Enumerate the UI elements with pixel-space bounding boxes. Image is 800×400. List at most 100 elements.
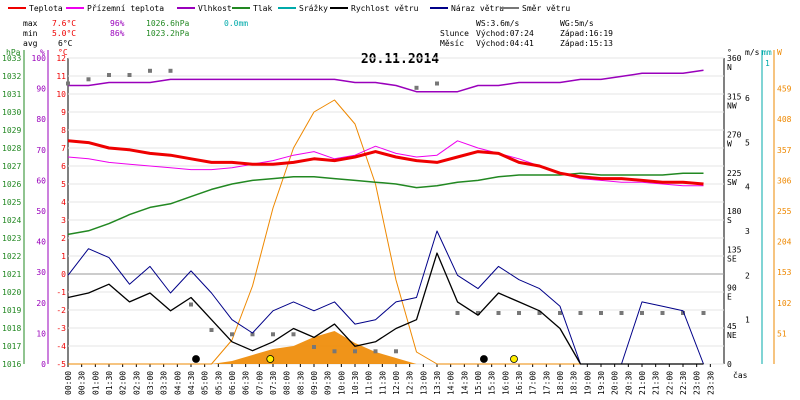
time-tick-13:30: 13:30 xyxy=(433,371,442,395)
temp-tick-10: 10 xyxy=(56,90,66,99)
wind-dir-point-10 xyxy=(271,332,275,337)
pct-tick-90: 90 xyxy=(36,85,46,94)
time-tick-21:30: 21:30 xyxy=(652,371,661,395)
time-tick-02:30: 02:30 xyxy=(132,371,141,395)
time-tick-06:30: 06:30 xyxy=(242,371,251,395)
stats-max-label: max xyxy=(23,19,38,28)
series-ground-temp-line xyxy=(67,140,704,187)
dir-label-N: N xyxy=(727,63,732,72)
time-tick-10:30: 10:30 xyxy=(351,371,360,395)
info-wg: WG:5m/s xyxy=(560,19,594,28)
dir-label-W: W xyxy=(727,140,732,149)
info-sun-rise: Východ:07:24 xyxy=(476,29,534,38)
stats-avg-label: avg xyxy=(23,39,38,48)
pct-tick-100: 100 xyxy=(32,54,47,63)
temp-tick-12: 12 xyxy=(56,54,66,63)
pct-tick-80: 80 xyxy=(36,115,46,124)
legend-label-1: Přízemní teplota xyxy=(87,4,164,13)
time-tick-05:30: 05:30 xyxy=(214,371,223,395)
pct-tick-10: 10 xyxy=(36,329,46,338)
ms-tick-2: 2 xyxy=(745,271,750,280)
time-tick-09:30: 09:30 xyxy=(324,371,333,395)
hpa-tick-1032: 1032 xyxy=(2,72,21,81)
time-tick-18:30: 18:30 xyxy=(570,371,579,395)
series-temperature-line xyxy=(67,139,704,186)
wind-dir-point-24 xyxy=(558,311,562,315)
mm-top-tick: 1 xyxy=(765,59,770,68)
hpa-tick-1022: 1022 xyxy=(2,252,21,261)
dir-tick-360: 360 xyxy=(727,54,742,63)
time-tick-07:30: 07:30 xyxy=(269,371,278,395)
wind-dir-point-9 xyxy=(250,332,255,337)
legend-label-7: Směr větru xyxy=(522,4,570,13)
plot-area xyxy=(66,68,706,365)
ms-unit: m/s xyxy=(745,48,760,57)
time-tick-15:00: 15:00 xyxy=(474,371,483,395)
time-tick-05:00: 05:00 xyxy=(201,371,210,395)
wind-dir-point-7 xyxy=(209,328,214,332)
time-tick-21:00: 21:00 xyxy=(638,371,647,395)
wind-dir-point-21 xyxy=(496,311,501,315)
time-tick-20:30: 20:30 xyxy=(624,371,633,395)
time-tick-16:00: 16:00 xyxy=(501,371,510,395)
dir-label-SW: SW xyxy=(727,178,737,187)
time-tick-10:00: 10:00 xyxy=(337,371,346,395)
legend-label-2: Vlhkost xyxy=(198,4,232,13)
time-tick-00:00: 00:00 xyxy=(64,371,73,395)
temp-tick-3: 3 xyxy=(61,216,66,225)
wind-dir-point-26 xyxy=(599,311,603,315)
time-tick-12:30: 12:30 xyxy=(406,371,415,395)
wind-dir-point-29 xyxy=(660,311,665,315)
hpa-tick-1018: 1018 xyxy=(2,324,21,333)
legend: Teplota Přízemní teplota Vlhkost Tlak Srážky… xyxy=(8,4,570,13)
ms-tick-1: 1 xyxy=(745,316,750,325)
wm2-tick-153: 153 xyxy=(777,268,792,277)
hpa-tick-1027: 1027 xyxy=(2,162,21,171)
dir-label-NW: NW xyxy=(727,101,737,110)
hpa-tick-1016: 1016 xyxy=(2,360,21,369)
dir-label-E: E xyxy=(727,293,732,302)
wind-dir-point-0 xyxy=(66,81,70,86)
pct-unit: % xyxy=(40,48,45,57)
time-tick-14:30: 14:30 xyxy=(460,371,469,395)
legend-label-0: Teplota xyxy=(29,4,63,13)
time-tick-11:30: 11:30 xyxy=(378,371,387,395)
hpa-tick-1028: 1028 xyxy=(2,144,21,153)
dir-tick-270: 270 xyxy=(727,131,742,140)
time-tick-23:00: 23:00 xyxy=(693,371,702,395)
wind-dir-point-4 xyxy=(148,68,152,73)
hpa-tick-1031: 1031 xyxy=(2,90,21,99)
temp-tick-9: 9 xyxy=(61,108,66,117)
stats-max-press: 1026.6hPa xyxy=(146,19,190,28)
time-tick-23:30: 23:30 xyxy=(706,371,715,395)
hpa-tick-1033: 1033 xyxy=(2,54,21,63)
wm2-tick-306: 306 xyxy=(777,176,792,185)
pct-tick-20: 20 xyxy=(36,299,46,308)
temp-tick-4: 4 xyxy=(61,198,66,207)
time-tick-14:00: 14:00 xyxy=(447,371,456,395)
time-tick-02:00: 02:00 xyxy=(119,371,128,395)
series-windspeed-line xyxy=(67,252,704,365)
wm2-tick-51: 51 xyxy=(777,329,787,338)
wind-dir-point-3 xyxy=(127,73,132,77)
info-moon-rise: Východ:04:41 xyxy=(476,39,534,48)
moonset-marker xyxy=(479,355,488,363)
temp-tick--1: -1 xyxy=(56,288,66,297)
pct-tick-60: 60 xyxy=(36,176,46,185)
time-tick-09:00: 09:00 xyxy=(310,371,319,395)
hpa-tick-1024: 1024 xyxy=(2,216,21,225)
wind-dir-point-8 xyxy=(230,332,234,337)
wind-dir-point-31 xyxy=(701,311,706,315)
moonrise-marker xyxy=(192,355,200,363)
info-sun-set: Západ:16:19 xyxy=(560,29,613,38)
wm2-unit: W xyxy=(777,48,782,57)
info-block: WS:3.6m/s WG:5m/s Slunce Východ:07:24 Zá… xyxy=(440,19,613,48)
temp-tick-11: 11 xyxy=(56,72,66,81)
time-tick-22:00: 22:00 xyxy=(665,371,674,395)
time-tick-00:30: 00:30 xyxy=(78,371,87,395)
time-tick-17:30: 17:30 xyxy=(542,371,551,395)
wind-dir-point-20 xyxy=(476,311,480,315)
temp-tick--2: -2 xyxy=(56,306,66,315)
pct-tick-70: 70 xyxy=(36,146,46,155)
